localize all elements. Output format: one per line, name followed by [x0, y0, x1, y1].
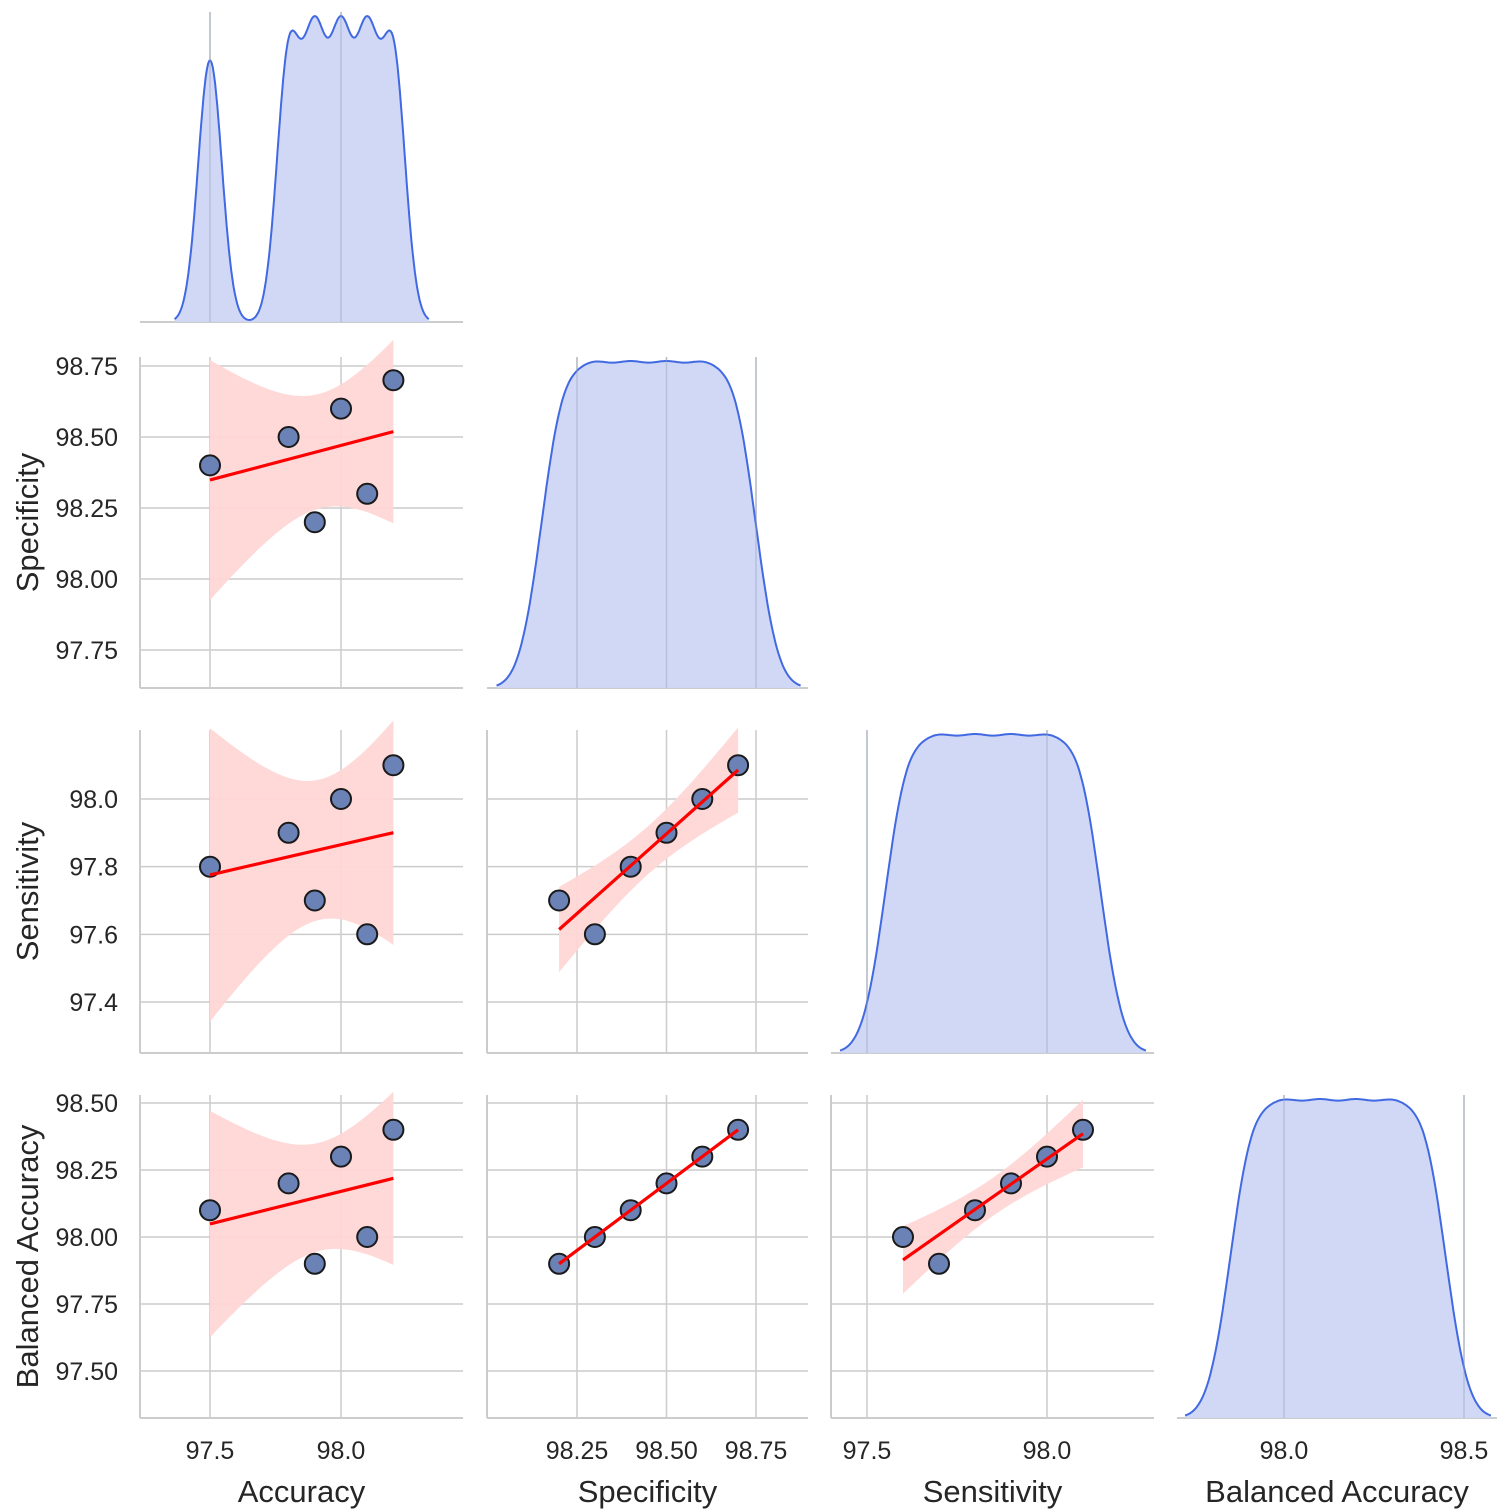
scatter-point: [583, 923, 606, 946]
x-tick-label: 98.0: [1260, 1437, 1309, 1465]
confidence-band-2-0: [210, 720, 394, 1022]
regression-line-1-0: [209, 430, 394, 482]
x-tick-label: 98.5: [1440, 1437, 1489, 1465]
y-tick-label: 98.25: [55, 495, 118, 523]
kde-line-sensitivity: [839, 733, 1147, 1052]
scatter-point: [382, 369, 405, 392]
y-tick-label: 97.8: [69, 854, 118, 882]
panel-3-1: [486, 1095, 808, 1419]
regression-line-3-0: [209, 1176, 394, 1226]
kde-fill-specificity: [496, 361, 801, 688]
scatter-point: [303, 511, 326, 534]
y-axis-label: Sensitivity: [10, 821, 45, 961]
scatter-point: [691, 788, 714, 810]
scatter-point: [303, 1252, 326, 1275]
y-tick-label: 97.4: [69, 989, 118, 1017]
x-tick-label: 97.5: [843, 1437, 892, 1465]
x-axis-label: Sensitivity: [923, 1474, 1063, 1509]
y-tick-label: 98.75: [55, 353, 118, 381]
kde-fill-sensitivity: [840, 734, 1146, 1053]
y-tick-label: 98.50: [55, 1090, 118, 1118]
scatter-point: [199, 855, 221, 878]
panel-3-2: [830, 1095, 1154, 1419]
x-tick-label: 98.75: [725, 1437, 788, 1465]
scatter-point: [928, 1252, 950, 1275]
scatter-point: [356, 923, 379, 946]
x-axis-label: Accuracy: [238, 1474, 366, 1509]
scatter-point: [277, 426, 300, 448]
x-axis-label: Balanced Accuracy: [1205, 1474, 1469, 1509]
scatter-point: [727, 754, 750, 777]
scatter-point: [382, 754, 405, 777]
regression-line-3-1: [558, 1128, 740, 1266]
x-tick-label: 97.5: [186, 1437, 235, 1465]
panel-2-1: [486, 730, 808, 1054]
scatter-point: [892, 1226, 914, 1248]
scatter-point: [199, 454, 221, 477]
kde-fill-balanced-accuracy: [1185, 1099, 1491, 1418]
x-tick-label: 98.0: [317, 1437, 366, 1465]
confidence-band-1-0: [210, 339, 394, 600]
kde-line-balanced-accuracy: [1184, 1098, 1492, 1417]
scatter-point: [382, 1118, 405, 1141]
scatter-point: [1072, 1118, 1094, 1141]
y-tick-label: 97.6: [69, 921, 118, 949]
x-tick-label: 98.25: [546, 1437, 609, 1465]
scatter-point: [330, 788, 352, 810]
y-tick-label: 97.75: [55, 637, 118, 665]
scatter-point: [330, 397, 352, 420]
scatter-point: [356, 482, 379, 505]
y-tick-label: 97.50: [55, 1358, 118, 1386]
regression-line-2-0: [209, 831, 394, 877]
scatter-point: [330, 1145, 352, 1168]
confidence-band-3-0: [210, 1091, 394, 1338]
scatter-point: [303, 889, 326, 912]
y-tick-label: 97.75: [55, 1291, 118, 1319]
regression-line-2-1: [558, 768, 740, 931]
scatter-point: [548, 889, 571, 912]
x-tick-label: 98.0: [1023, 1437, 1072, 1465]
y-tick-label: 98.50: [55, 424, 118, 452]
kde-line-accuracy: [173, 14, 430, 322]
kde-fill-accuracy: [174, 16, 429, 322]
x-tick-label: 98.50: [635, 1437, 698, 1465]
y-axis-label: Specificity: [10, 452, 45, 592]
scatter-point: [199, 1199, 221, 1222]
x-axis-label: Specificity: [578, 1474, 718, 1509]
scatter-point: [277, 1172, 300, 1195]
y-tick-label: 98.25: [55, 1157, 118, 1185]
y-tick-label: 98.00: [55, 566, 118, 594]
regression-line-3-2: [902, 1132, 1084, 1262]
y-axis-label: Balanced Accuracy: [10, 1124, 45, 1388]
kde-line-specificity: [496, 360, 801, 687]
scatter-point: [277, 821, 300, 844]
scatter-point: [356, 1226, 379, 1248]
y-tick-label: 98.0: [69, 786, 118, 814]
y-tick-label: 98.00: [55, 1224, 118, 1252]
